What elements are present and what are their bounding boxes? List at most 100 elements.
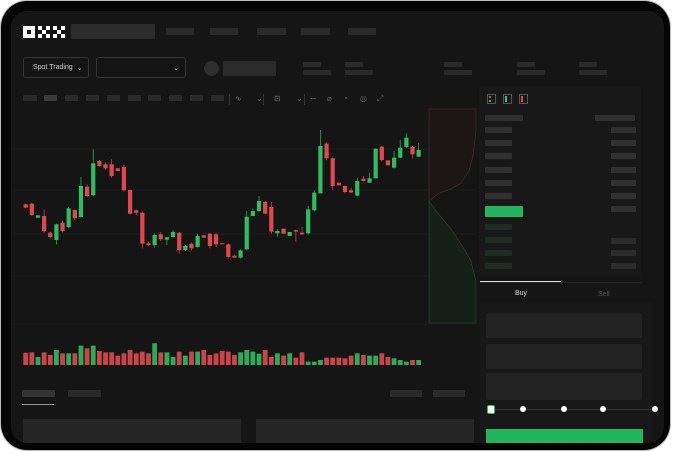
- candle: [263, 201, 268, 215]
- volume-bar: [54, 350, 59, 365]
- volume-bar: [146, 353, 151, 365]
- orderbook-both-icon[interactable]: [487, 91, 496, 109]
- total-input[interactable]: [486, 373, 642, 400]
- timeframe-button[interactable]: [23, 95, 37, 101]
- timeframe-button[interactable]: [107, 95, 120, 101]
- nav-item[interactable]: [301, 28, 330, 35]
- market-type-dropdown[interactable]: Spot Trading ⌄: [23, 57, 89, 78]
- volume-bar: [47, 355, 53, 365]
- candle: [42, 209, 47, 233]
- volume-bar: [256, 353, 262, 365]
- camera-icon[interactable]: ◔: [343, 94, 348, 103]
- candle-body: [275, 231, 280, 234]
- volume-bar: [152, 343, 158, 365]
- line-tool-icon[interactable]: ∼: [310, 94, 317, 103]
- nav-item[interactable]: [257, 28, 286, 35]
- indicator-icon[interactable]: ∿: [235, 94, 242, 103]
- candle: [189, 242, 194, 251]
- stat-value: [345, 70, 373, 75]
- candle-body: [256, 201, 262, 211]
- volume-bar: [133, 353, 139, 365]
- candle-body: [244, 216, 249, 250]
- volume-bar: [275, 353, 280, 365]
- timeframe-button[interactable]: [211, 95, 224, 101]
- candle: [115, 168, 120, 171]
- candle-body: [35, 215, 41, 218]
- candlestick-chart[interactable]: [11, 11, 664, 443]
- chevron-down-icon[interactable]: ⌄: [296, 94, 303, 103]
- ruler-icon[interactable]: ⌀: [327, 94, 332, 103]
- candle: [213, 233, 219, 247]
- candle-body: [404, 137, 409, 147]
- stat-value: [303, 70, 331, 75]
- settings-icon[interactable]: ◎: [360, 94, 367, 103]
- candle-body: [232, 255, 237, 258]
- slider-step-100[interactable]: [652, 406, 658, 412]
- candle-body: [269, 207, 274, 232]
- ask-price: [485, 127, 512, 133]
- trading-screen: Spot Trading ⌄ ⌄ ∿ ⌄ ⊡ ⌄ ∼ ⌀ ◔ ◎ ⤢: [11, 11, 664, 443]
- candle-body: [287, 232, 292, 236]
- volume-bar: [416, 360, 422, 365]
- volume-bar: [127, 350, 133, 365]
- price-input[interactable]: [486, 313, 642, 338]
- volume-bar: [336, 357, 342, 365]
- candle: [410, 146, 415, 159]
- candle-body: [152, 235, 157, 245]
- stat-label: [303, 62, 321, 67]
- chevron-down-icon[interactable]: ⌄: [256, 94, 263, 103]
- slider-step-50[interactable]: [561, 406, 567, 412]
- bid-amount: [611, 263, 636, 269]
- candle: [299, 227, 305, 235]
- candle: [318, 130, 323, 194]
- order-history-tab[interactable]: [68, 390, 101, 397]
- nav-item[interactable]: [210, 28, 238, 35]
- sell-tab[interactable]: Sell: [598, 291, 610, 298]
- nav-item[interactable]: [166, 28, 194, 35]
- volume-bar: [219, 351, 225, 365]
- volume-bar: [90, 345, 96, 365]
- orderbook-sell-icon[interactable]: [519, 91, 528, 109]
- timeframe-button[interactable]: [86, 95, 99, 101]
- fullscreen-icon[interactable]: ⤢: [377, 94, 384, 103]
- filter-button[interactable]: [390, 390, 422, 397]
- volume-bar: [35, 357, 41, 365]
- nav-item[interactable]: [348, 28, 376, 35]
- ask-amount: [611, 167, 636, 173]
- slider-step-25[interactable]: [520, 406, 526, 412]
- buy-tab[interactable]: Buy: [515, 290, 528, 297]
- filter-button[interactable]: [433, 390, 465, 397]
- timeframe-button-active[interactable]: [44, 95, 57, 101]
- timeframe-button[interactable]: [190, 95, 203, 101]
- volume-bar: [66, 353, 72, 365]
- timeframe-button[interactable]: [169, 95, 182, 101]
- leverage-slider-track[interactable]: [489, 409, 657, 410]
- volume-bar: [41, 352, 47, 365]
- bid-amount: [611, 250, 636, 256]
- candle: [275, 229, 280, 237]
- okx-logo[interactable]: [23, 26, 65, 38]
- candle: [177, 232, 182, 254]
- ask-amount: [611, 193, 636, 199]
- orderbook-buy-icon[interactable]: [503, 91, 512, 109]
- candle-body: [355, 181, 360, 196]
- amount-input[interactable]: [486, 344, 642, 369]
- timeframe-button[interactable]: [128, 95, 141, 101]
- search-placeholder[interactable]: [71, 24, 155, 39]
- open-orders-tab[interactable]: [22, 390, 55, 397]
- timeframe-button[interactable]: [148, 95, 161, 101]
- leverage-slider-handle[interactable]: [487, 405, 495, 414]
- candle: [146, 241, 151, 246]
- last-price-badge: [485, 206, 523, 217]
- slider-step-75[interactable]: [600, 406, 606, 412]
- candle: [48, 231, 53, 239]
- chart-type-icon[interactable]: ⊡: [274, 94, 281, 103]
- candle: [367, 172, 372, 183]
- volume-bar: [201, 350, 207, 365]
- timeframe-button[interactable]: [65, 95, 78, 101]
- trading-pair-dropdown[interactable]: ⌄: [96, 57, 186, 78]
- candle-body: [281, 228, 286, 234]
- candle: [232, 254, 237, 258]
- buy-button[interactable]: [486, 429, 643, 443]
- bottom-card: [256, 419, 474, 443]
